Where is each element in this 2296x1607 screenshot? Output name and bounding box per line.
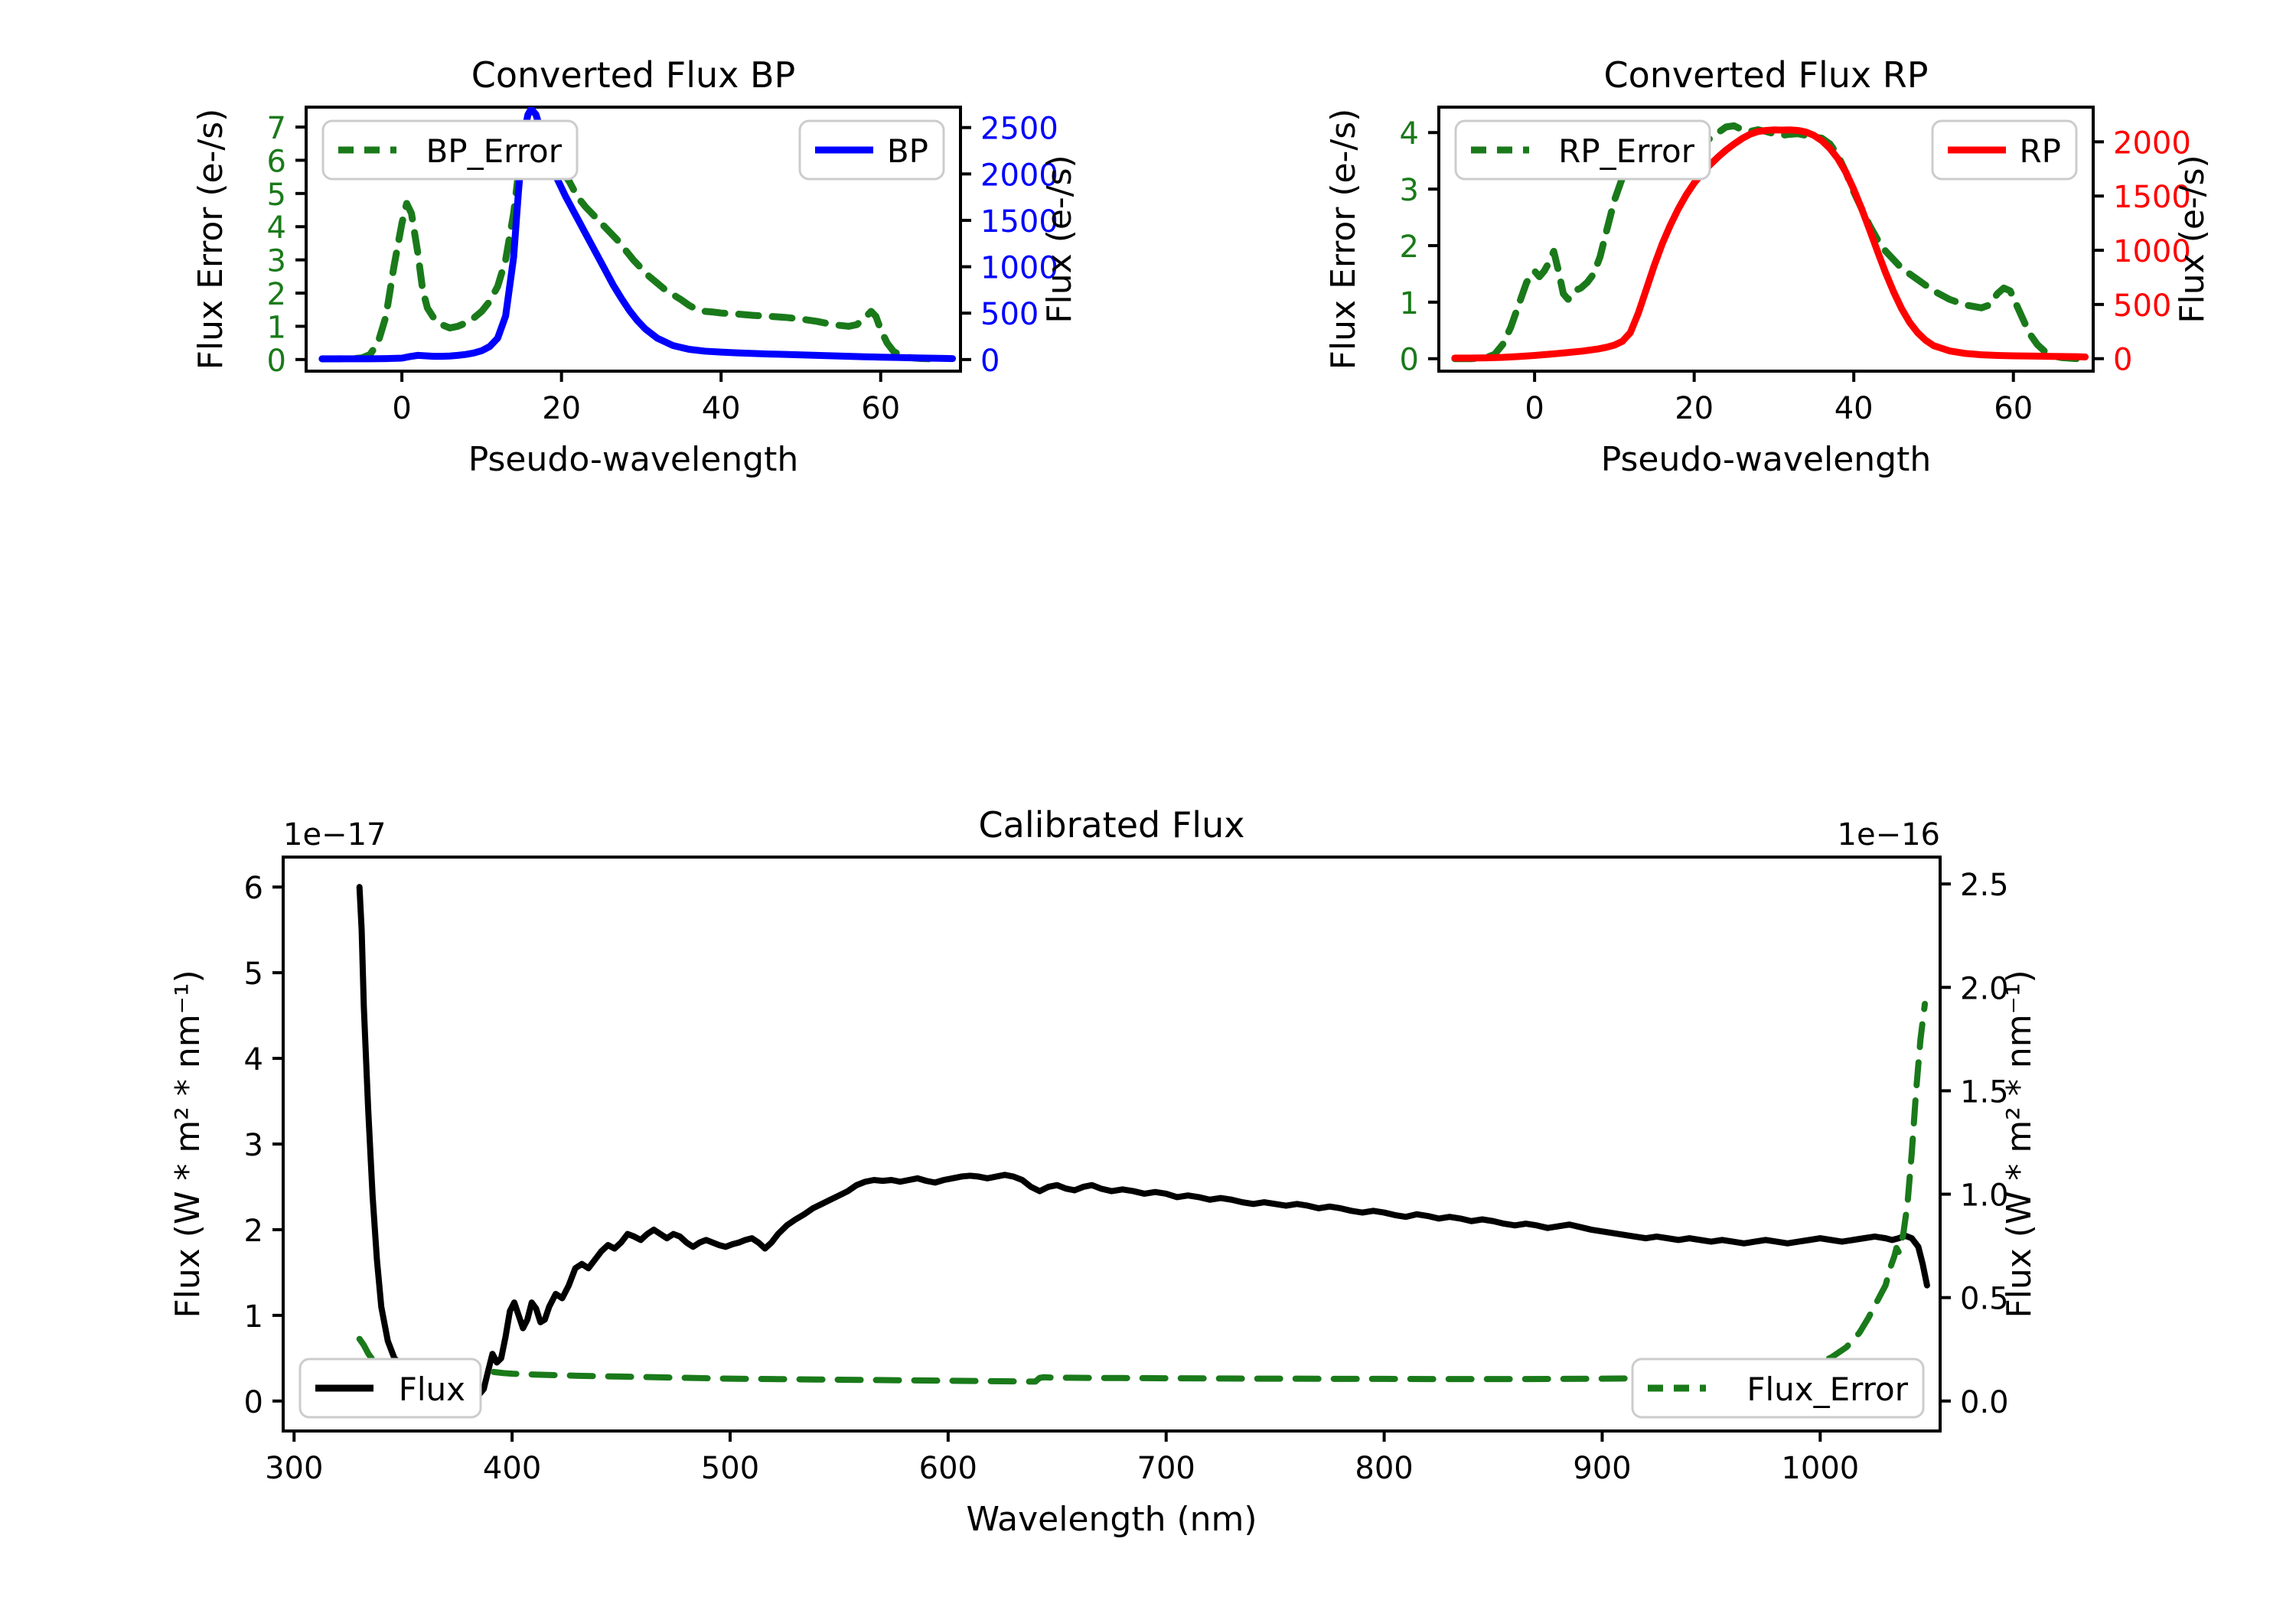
x-tick-label: 300 <box>265 1451 323 1486</box>
offset-label-left: 1e−17 <box>283 817 386 852</box>
series-line-bp <box>318 107 957 363</box>
y-tick-label-left: 0 <box>244 1385 263 1420</box>
y-tick-label-left: 6 <box>244 871 263 906</box>
x-tick-label: 800 <box>1355 1451 1413 1486</box>
x-tick-label: 20 <box>1675 391 1714 426</box>
y-tick-label-right: 1.0 <box>1960 1178 2009 1214</box>
y-tick-label-left: 6 <box>267 144 286 179</box>
y-tick-label-left: 5 <box>244 957 263 992</box>
legend-label: Flux_Error <box>1746 1371 1908 1408</box>
y-tick-label-right: 1000 <box>980 251 1058 286</box>
y-tick-label-right: 1500 <box>980 204 1058 240</box>
y-tick-label-right: 0.0 <box>1960 1385 2009 1420</box>
x-tick-label: 60 <box>861 391 900 426</box>
y-tick-label-right: 2.0 <box>1960 971 2009 1006</box>
legend-rp[interactable]: RP <box>1931 119 2078 181</box>
y-tick-label-right: 0 <box>980 344 1000 379</box>
y-axis-label-right: Flux (e-/s) <box>2173 155 2212 323</box>
y-tick-label-right: 500 <box>2113 288 2171 324</box>
y-tick-label-left: 2 <box>1400 230 1419 265</box>
series-line-rp <box>1451 126 2089 362</box>
legend-label: Flux <box>399 1371 465 1408</box>
panel-converted-flux-bp: Converted Flux BP 0 20 40 60 Pseudo-wavelengt… <box>138 54 1079 479</box>
legend-rp_error[interactable]: RP_Error <box>1454 119 1711 181</box>
y-tick-label-right: 500 <box>980 297 1039 332</box>
x-axis-label: Pseudo-wavelength <box>1601 440 1932 479</box>
x-tick-label: 400 <box>483 1451 541 1486</box>
panel-converted-flux-rp: Converted Flux RP 0 20 40 60 Pseudo-wavelengt… <box>1270 54 2212 479</box>
y-tick-label-right: 0 <box>2113 343 2132 378</box>
x-tick-label: 0 <box>392 391 411 426</box>
y-axis-label-right: Flux (W * m² * nm⁻¹) <box>2000 970 2039 1318</box>
plot-frame <box>282 856 1942 1433</box>
y-tick-label-left: 4 <box>244 1042 263 1077</box>
y-tick-label-right: 2000 <box>2113 125 2191 161</box>
panel-calibrated-flux: Calibrated Flux 1e−17 1e−16 300 400 500 600 700… <box>138 804 2204 1539</box>
chart-calibrated: Calibrated Flux 1e−17 1e−16 300 400 500 600 700… <box>168 804 2039 1539</box>
y-tick-label-right: 1000 <box>2113 234 2191 269</box>
y-axis-label-left: Flux Error (e-/s) <box>1324 109 1363 370</box>
legend-label: BP_Error <box>426 132 562 170</box>
chart-rp: Converted Flux RP0 20 40 60Pseudo-wavelengt… <box>1324 54 2212 479</box>
plot-frame <box>1437 106 2095 373</box>
y-tick-label-left: 2 <box>244 1214 263 1249</box>
y-axis-label-left: Flux Error (e-/s) <box>191 109 230 370</box>
offset-label-right: 1e−16 <box>1838 817 1940 852</box>
x-tick-label: 40 <box>1835 391 1874 426</box>
y-tick-label-left: 0 <box>1400 343 1419 378</box>
x-axis-label: Wavelength (nm) <box>966 1500 1257 1539</box>
x-tick-label: 40 <box>702 391 741 426</box>
y-tick-label-left: 5 <box>267 178 286 213</box>
legend-flux[interactable]: Flux <box>298 1358 482 1419</box>
legend-bp_error[interactable]: BP_Error <box>321 119 579 181</box>
x-tick-label: 0 <box>1525 391 1544 426</box>
y-tick-label-right: 1.5 <box>1960 1074 2009 1110</box>
y-tick-label-left: 2 <box>267 277 286 312</box>
y-tick-label-left: 3 <box>244 1128 263 1163</box>
y-tick-label-left: 3 <box>1400 173 1419 208</box>
x-tick-label: 60 <box>1994 391 2033 426</box>
y-tick-label-left: 7 <box>267 111 286 146</box>
x-tick-label: 500 <box>701 1451 759 1486</box>
x-tick-label: 600 <box>919 1451 977 1486</box>
x-tick-label: 900 <box>1573 1451 1631 1486</box>
x-tick-label: 1000 <box>1781 1451 1859 1486</box>
y-tick-label-left: 4 <box>1400 116 1419 152</box>
y-axis-label-left: Flux (W * m² * nm⁻¹) <box>168 970 207 1318</box>
legend-label: RP_Error <box>1558 132 1695 170</box>
chart-title-bp: Converted Flux BP <box>471 54 796 96</box>
y-tick-label-left: 1 <box>1400 286 1419 321</box>
y-tick-label-left: 1 <box>267 310 286 345</box>
y-tick-label-left: 4 <box>267 210 286 246</box>
legend-flux_error[interactable]: Flux_Error <box>1631 1358 1925 1419</box>
y-tick-label-left: 3 <box>267 244 286 279</box>
legend-label: RP <box>2019 132 2061 170</box>
y-tick-label-right: 1500 <box>2113 180 2191 215</box>
y-tick-label-right: 2000 <box>980 158 1058 193</box>
legend-bp[interactable]: BP <box>798 119 945 181</box>
y-tick-label-right: 2500 <box>980 112 1058 147</box>
series-line-flux <box>356 884 1930 1397</box>
plot-frame <box>305 106 962 373</box>
x-axis-label: Pseudo-wavelength <box>468 440 799 479</box>
x-tick-label: 20 <box>542 391 581 426</box>
series-line-bp_error <box>318 119 941 363</box>
x-tick-label: 700 <box>1137 1451 1195 1486</box>
y-tick-label-right: 2.5 <box>1960 868 2009 903</box>
legend-label: BP <box>887 132 928 170</box>
chart-title-rp: Converted Flux RP <box>1604 54 1929 96</box>
y-tick-label-right: 0.5 <box>1960 1282 2009 1317</box>
y-tick-label-left: 1 <box>244 1299 263 1335</box>
series-line-rp_error <box>1451 122 2089 363</box>
chart-bp: Converted Flux BP0 20 40 60Pseudo-wavelengt… <box>191 54 1079 479</box>
y-axis-label-right: Flux (e-/s) <box>1040 155 1079 323</box>
y-tick-label-left: 0 <box>267 344 286 379</box>
chart-title-calibrated: Calibrated Flux <box>979 804 1245 846</box>
